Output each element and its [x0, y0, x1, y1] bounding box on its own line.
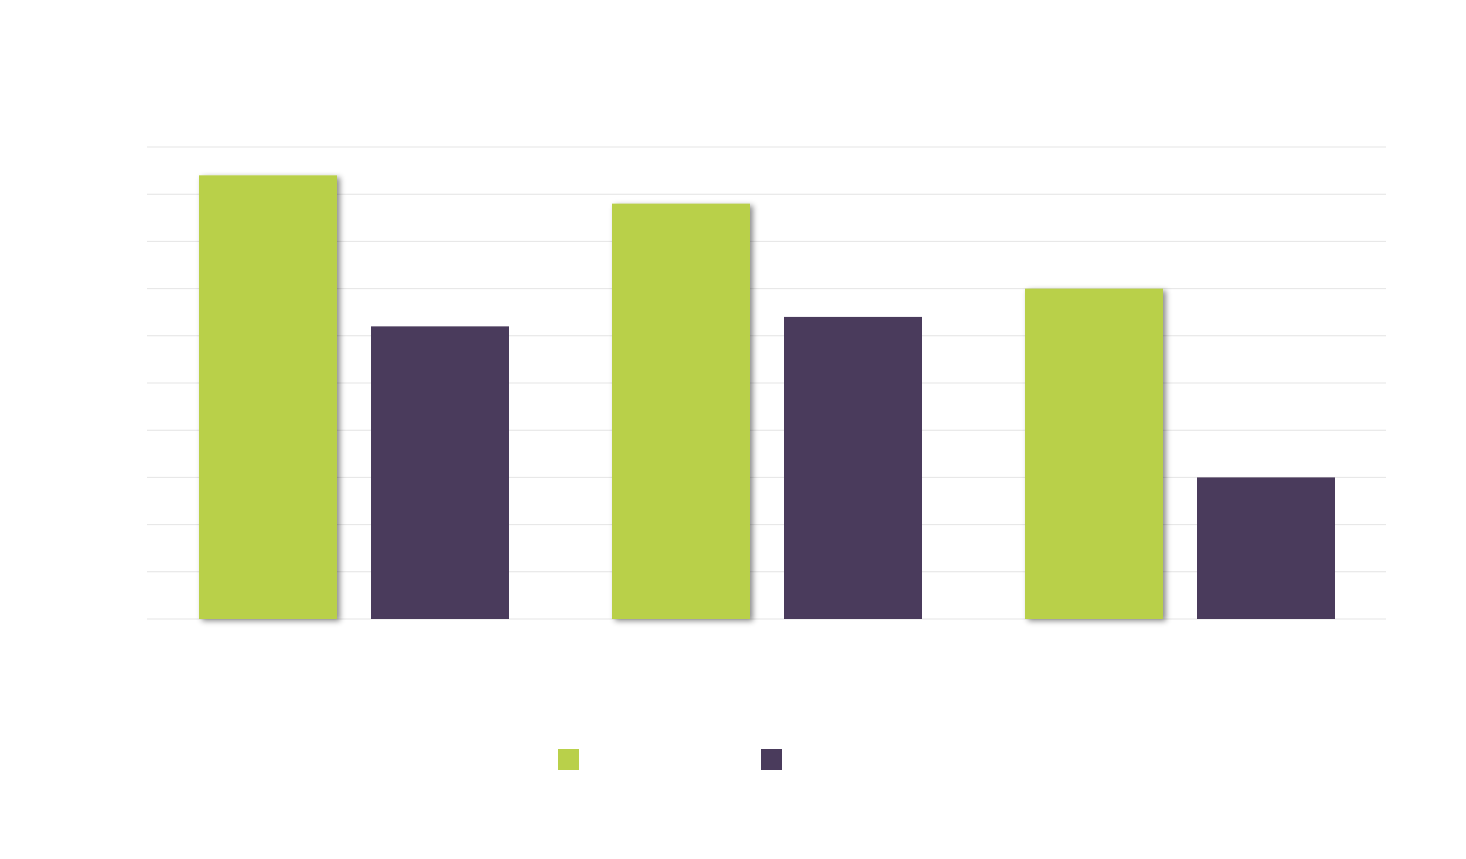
bar-series-2-category-2	[784, 316, 922, 619]
bar-series-1-category-2	[612, 203, 750, 619]
bar-series-2-category-3	[1197, 477, 1335, 619]
legend-item-series-1	[558, 749, 587, 770]
bars	[199, 175, 1335, 619]
legend-swatch-series-1	[558, 749, 579, 770]
gridlines	[147, 146, 1386, 620]
legend	[558, 749, 790, 770]
bar-series-1-category-3	[1025, 288, 1163, 619]
bar-series-2-category-1	[371, 326, 509, 619]
legend-item-series-2	[761, 749, 790, 770]
bar-series-1-category-1	[199, 175, 337, 619]
legend-swatch-series-2	[761, 749, 782, 770]
